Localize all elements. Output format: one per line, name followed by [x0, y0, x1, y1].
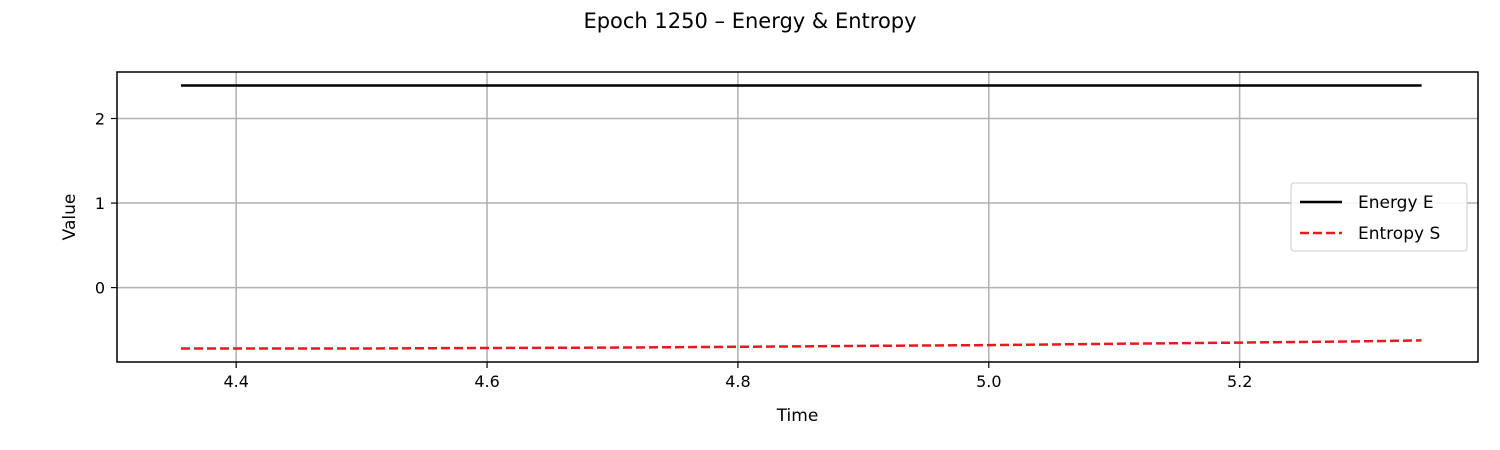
x-tick-label: 4.8	[725, 372, 750, 391]
ticks: 4.4 4.6 4.8 5.0 5.2 0 1 2	[95, 110, 1253, 391]
grid	[117, 72, 1478, 362]
chart-title: Epoch 1250 – Energy & Entropy	[583, 9, 916, 33]
x-axis-label: Time	[776, 406, 819, 426]
plot-frame	[116, 71, 1479, 363]
x-tick-label: 4.6	[474, 372, 499, 391]
y-axis-label: Value	[60, 194, 80, 241]
series-line-entropy-s	[181, 339, 1422, 350]
x-tick-label: 5.0	[976, 372, 1001, 391]
y-tick-label: 2	[95, 110, 105, 129]
legend-entry-label: Energy E	[1358, 193, 1434, 213]
y-tick-label: 0	[95, 279, 105, 298]
legend: Energy E Entropy S	[1290, 182, 1468, 252]
legend-entry-label: Entropy S	[1358, 224, 1440, 244]
series-layer	[181, 84, 1422, 350]
x-tick-label: 4.4	[223, 372, 248, 391]
x-tick-label: 5.2	[1227, 372, 1252, 391]
y-tick-label: 1	[95, 194, 105, 213]
